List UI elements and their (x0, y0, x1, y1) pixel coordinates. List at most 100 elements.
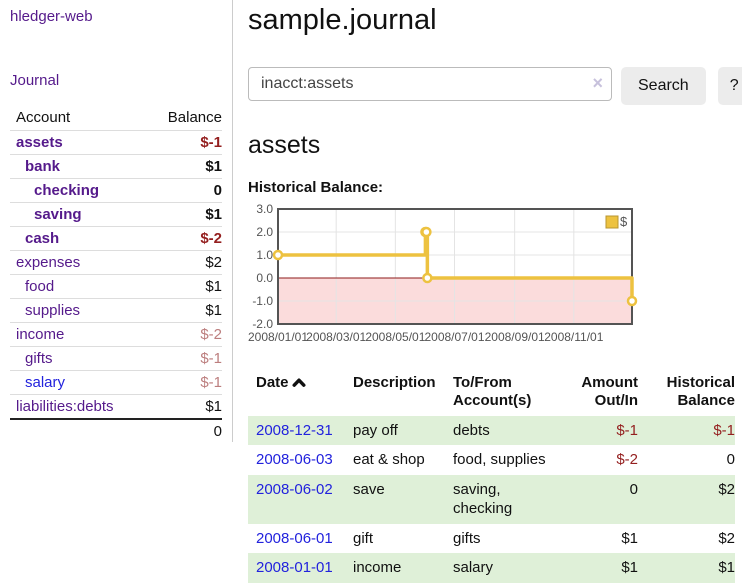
sidebar-account-balance: $-1 (200, 350, 222, 367)
register-row: 2008-01-01 income salary $1 $1 (248, 553, 735, 583)
register-amount: $1 (621, 529, 638, 547)
chart-canvas[interactable]: 3.0 2.0 1.0 0.0 -1.0 -2.02008/01/012008/03/01… (248, 202, 646, 350)
accounts-list: assets $-1 bank $1 checking 0 saving $1 … (10, 130, 222, 418)
accounts-total: 0 (10, 418, 222, 443)
sidebar-account-link[interactable]: gifts (25, 350, 53, 367)
search-button[interactable]: Search (621, 67, 706, 105)
svg-text:2008/07/01: 2008/07/01 (424, 330, 484, 344)
sidebar-item-journal[interactable]: Journal (10, 72, 60, 89)
search-form: × Search ? (248, 67, 742, 105)
register-description: pay off (353, 421, 398, 439)
svg-text:2008/05/01: 2008/05/01 (365, 330, 425, 344)
historical-balance-chart[interactable]: 3.0 2.0 1.0 0.0 -1.0 -2.0 2008/01/01 2008/03/01… (248, 202, 742, 354)
svg-text:2008/01/01: 2008/01/01 (248, 330, 308, 344)
search-input[interactable] (248, 67, 612, 101)
help-button[interactable]: ? (717, 67, 742, 105)
accounts-table-header: Account Balance (10, 105, 222, 130)
sidebar-account-row: bank $1 (10, 154, 222, 178)
sidebar-account-row: gifts $-1 (10, 346, 222, 370)
sidebar-account-row: income $-2 (10, 322, 222, 346)
sidebar-account-link[interactable]: salary (25, 374, 66, 391)
register-date-link[interactable]: 2008-06-03 (256, 451, 333, 469)
sidebar-account-balance: $-2 (200, 230, 222, 247)
app-title-link[interactable]: hledger-web (10, 8, 93, 25)
register-header-row: Date Description To/From Account(s) Amou… (248, 372, 735, 416)
register-balance: $-1 (713, 421, 735, 439)
sidebar-account-link[interactable]: checking (34, 182, 100, 199)
register-date-link[interactable]: 2008-01-01 (256, 559, 333, 577)
data-point-marker[interactable] (422, 272, 433, 284)
sidebar-account-row: checking 0 (10, 178, 222, 202)
svg-text:-2.0: -2.0 (252, 317, 273, 331)
page-title: sample.journal (248, 4, 437, 36)
sidebar-account-row: supplies $1 (10, 298, 222, 322)
sidebar-account-balance: 0 (213, 182, 222, 199)
register-balance: $2 (718, 529, 735, 547)
sidebar-account-balance: $1 (205, 278, 222, 295)
sidebar-account-link[interactable]: saving (34, 206, 82, 223)
data-point-marker[interactable] (421, 226, 432, 238)
sidebar-account-balance: $1 (205, 158, 222, 175)
svg-text:3.0: 3.0 (256, 204, 273, 216)
sidebar-account-link[interactable]: bank (25, 158, 61, 175)
sidebar-account-row: saving $1 (10, 202, 222, 226)
register-row: 2008-12-31 pay off debts $-1 $-1 (248, 415, 735, 446)
sidebar-account-balance: $-2 (200, 326, 222, 343)
sidebar-account-balance: $-1 (200, 134, 222, 151)
sidebar-account-row: food $1 (10, 274, 222, 298)
clear-search-icon[interactable]: × (592, 73, 603, 93)
sidebar-account-link[interactable]: expenses (16, 254, 81, 271)
sidebar-account-link[interactable]: food (25, 278, 55, 295)
register-accounts: debts (453, 421, 490, 439)
register-amount: $-2 (616, 451, 638, 469)
register-amount: 0 (629, 480, 638, 498)
sidebar-account-link[interactable]: liabilities:debts (16, 398, 114, 415)
register-amount: $1 (621, 559, 638, 577)
sidebar-account-link[interactable]: cash (25, 230, 60, 247)
sort-ascending-icon (292, 375, 306, 393)
sidebar-account-balance: $-1 (200, 374, 222, 391)
sidebar-account-balance: $1 (205, 206, 222, 223)
data-point-marker[interactable] (272, 249, 284, 261)
register-row: 2008-06-01 gift gifts $1 $2 (248, 524, 735, 554)
sidebar-account-row: assets $-1 (10, 130, 222, 154)
register-header-date[interactable]: Date (248, 372, 345, 416)
register-amount: $-1 (616, 421, 638, 439)
sidebar-divider (232, 0, 233, 442)
register-header-accounts: To/From Account(s) (453, 374, 532, 410)
account-heading: assets (248, 131, 321, 159)
register-header-amount: Amount Out/In (581, 374, 638, 410)
sidebar-account-link[interactable]: assets (16, 134, 63, 151)
accounts-column-account: Account (16, 109, 71, 126)
data-point-marker[interactable] (626, 295, 638, 307)
sidebar: hledger-web Journal Account Balance asse… (0, 0, 233, 583)
sidebar-account-balance: $1 (205, 302, 222, 319)
register-date-link[interactable]: 2008-06-01 (256, 529, 333, 547)
sidebar-account-balance: $1 (205, 398, 222, 415)
svg-text:2008/09/01: 2008/09/01 (485, 330, 545, 344)
register-header-balance: Historical Balance (666, 374, 735, 410)
register-accounts: gifts (453, 529, 481, 547)
chart-title: Historical Balance: (248, 179, 384, 196)
svg-text:2.0: 2.0 (256, 225, 273, 239)
register-date-link[interactable]: 2008-06-02 (256, 480, 333, 498)
register-row: 2008-06-02 save saving, checking 0 $2 (248, 474, 735, 524)
main-panel: sample.journal × Search ? assets Histori… (233, 0, 742, 583)
sidebar-account-link[interactable]: supplies (25, 302, 81, 319)
register-row: 2008-06-03 eat & shop food, supplies $-2… (248, 445, 735, 475)
register-balance: 0 (726, 451, 735, 469)
register-date-link[interactable]: 2008-12-31 (256, 421, 333, 439)
register-header-description: Description (353, 374, 436, 391)
register-accounts: saving, checking (453, 480, 513, 518)
register-description: gift (353, 529, 374, 547)
svg-text:-1.0: -1.0 (252, 294, 273, 308)
sidebar-account-link[interactable]: income (16, 326, 65, 343)
sidebar-account-balance: $2 (205, 254, 222, 271)
register-balance: $1 (718, 559, 735, 577)
svg-text:0.0: 0.0 (256, 271, 273, 285)
register-description: save (353, 480, 385, 498)
svg-text:2008/11/01: 2008/11/01 (544, 330, 603, 344)
register-description: income (353, 559, 402, 577)
register-table: Date Description To/From Account(s) Amou… (248, 372, 735, 583)
